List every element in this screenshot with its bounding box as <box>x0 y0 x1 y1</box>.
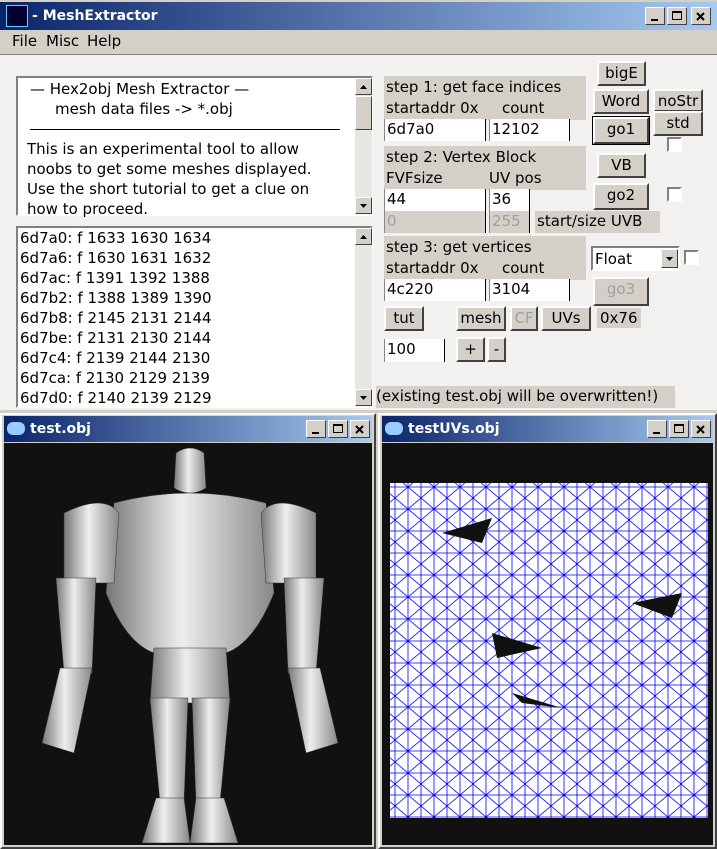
menu-help[interactable]: Help <box>87 32 122 50</box>
zoom-input[interactable]: 100 <box>384 339 445 362</box>
window-icon <box>7 422 25 435</box>
word-button[interactable]: Word <box>593 89 649 114</box>
startaddr-label: startaddr 0x <box>386 259 479 277</box>
checkbox[interactable] <box>667 187 682 202</box>
warning-label: (existing test.obj will be overwritten!) <box>376 386 675 408</box>
fvf-input[interactable]: 44 <box>384 189 486 211</box>
face-entry[interactable]: 6d7a6: f 1630 1631 1632 <box>20 249 212 267</box>
face-entry[interactable]: 6d7be: f 2131 2130 2144 <box>20 329 212 347</box>
separator <box>30 129 340 130</box>
face-entry[interactable]: 6d7c4: f 2139 2144 2130 <box>20 349 211 367</box>
window-title: test.obj <box>30 421 91 437</box>
mesh-button[interactable]: mesh <box>456 306 506 331</box>
count-label: count <box>502 259 545 277</box>
mesh-window: test.obj <box>0 413 376 849</box>
face-entry[interactable]: 6d7b2: f 1388 1389 1390 <box>20 289 212 307</box>
face-entry[interactable]: 6d7d0: f 2140 2139 2129 <box>20 389 212 407</box>
step1-label: step 1: get face indices <box>386 78 562 96</box>
step3-panel: step 3: get vertices startaddr 0x count <box>384 236 586 280</box>
uv-input[interactable]: 36 <box>489 189 530 211</box>
close-button[interactable] <box>691 420 711 438</box>
maximize-button[interactable] <box>669 420 689 438</box>
minus-button[interactable]: - <box>487 337 506 362</box>
app-icon <box>6 5 28 27</box>
close-button[interactable] <box>691 7 711 25</box>
scrollbar[interactable] <box>355 78 372 214</box>
go2-button[interactable]: go2 <box>593 183 649 210</box>
uv-label: UV pos <box>489 169 542 187</box>
std-button[interactable]: std <box>653 111 703 136</box>
info-lines: This is an experimental tool to allow noo… <box>27 139 312 219</box>
cf-button: CF <box>510 306 538 331</box>
uvb-size-input: 255 <box>489 211 530 233</box>
info-line: This is an experimental tool to allow <box>27 140 299 158</box>
maximize-button[interactable] <box>667 7 687 25</box>
minimize-button[interactable] <box>647 420 667 438</box>
face-list: 6d7a0: f 1633 1630 1634 6d7a6: f 1630 163… <box>16 226 373 408</box>
offset-label: 0x76 <box>597 308 641 328</box>
minimize-button[interactable] <box>645 7 665 25</box>
face-entry[interactable]: 6d7a0: f 1633 1630 1634 <box>20 229 212 247</box>
mesh-render <box>4 443 372 845</box>
nostr-button[interactable]: noStr <box>653 89 703 112</box>
bige-button[interactable]: bigE <box>597 61 646 86</box>
info-subheading: mesh data files -> *.obj <box>55 100 233 118</box>
title-bar: - MeshExtractor <box>0 2 717 30</box>
uv-window: testUVs.obj <box>378 413 717 849</box>
title-text: MeshExtractor <box>42 8 158 24</box>
scrollbar[interactable] <box>355 228 372 406</box>
go1-button[interactable]: go1 <box>592 116 650 145</box>
format-value: Float <box>595 250 633 268</box>
info-box: — Hex2obj Mesh Extractor — mesh data fil… <box>16 76 373 219</box>
startaddr-label: startaddr 0x <box>386 99 479 117</box>
face-count-input[interactable]: 12102 <box>489 119 570 141</box>
uv-render <box>382 443 713 845</box>
info-line: Use the short tutorial to get a clue on <box>27 180 310 198</box>
uvb-label: start/size UVB <box>535 211 660 233</box>
checkbox[interactable] <box>684 250 699 265</box>
window-icon <box>385 422 403 435</box>
format-combobox[interactable]: Float <box>591 246 680 271</box>
menu-misc[interactable]: Misc <box>46 32 80 50</box>
checkbox[interactable] <box>667 137 682 152</box>
window-title: - MeshExtractor <box>32 8 158 24</box>
face-entry[interactable]: 6d7b8: f 2145 2131 2144 <box>20 309 212 327</box>
tut-button[interactable]: tut <box>384 306 424 331</box>
title-bar: test.obj <box>4 416 372 442</box>
face-entry[interactable]: 6d7ac: f 1391 1392 1388 <box>20 269 210 287</box>
minimize-button[interactable] <box>306 420 326 438</box>
go3-button: go3 <box>593 277 649 306</box>
step2-label: step 2: Vertex Block <box>386 148 537 166</box>
vertex-startaddr-input[interactable]: 4c220 <box>384 279 486 301</box>
step1-panel: step 1: get face indices startaddr 0x co… <box>384 76 586 120</box>
count-label: count <box>502 99 545 117</box>
face-entry[interactable]: 6d7ca: f 2130 2129 2139 <box>20 369 210 387</box>
vertex-count-input[interactable]: 3104 <box>489 279 570 301</box>
face-lines: 6d7a0: f 1633 1630 1634 6d7a6: f 1630 163… <box>20 228 212 408</box>
menu-file[interactable]: File <box>12 32 38 50</box>
face-startaddr-input[interactable]: 6d7a0 <box>384 119 486 141</box>
vb-button[interactable]: VB <box>597 153 646 178</box>
info-heading: — Hex2obj Mesh Extractor — <box>30 80 250 98</box>
info-line: how to proceed. <box>27 200 149 218</box>
step3-label: step 3: get vertices <box>386 238 532 256</box>
uvb-start-input: 0 <box>384 211 486 233</box>
step2-panel: step 2: Vertex Block FVFsize UV pos <box>384 146 586 190</box>
fvf-label: FVFsize <box>386 169 443 187</box>
maximize-button[interactable] <box>328 420 348 438</box>
info-line: noobs to get some meshes displayed. <box>27 160 312 178</box>
uvs-button[interactable]: UVs <box>541 306 591 331</box>
close-button[interactable] <box>350 420 370 438</box>
window-title: testUVs.obj <box>408 421 500 437</box>
title-bar: testUVs.obj <box>382 416 713 442</box>
plus-button[interactable]: + <box>456 337 485 362</box>
